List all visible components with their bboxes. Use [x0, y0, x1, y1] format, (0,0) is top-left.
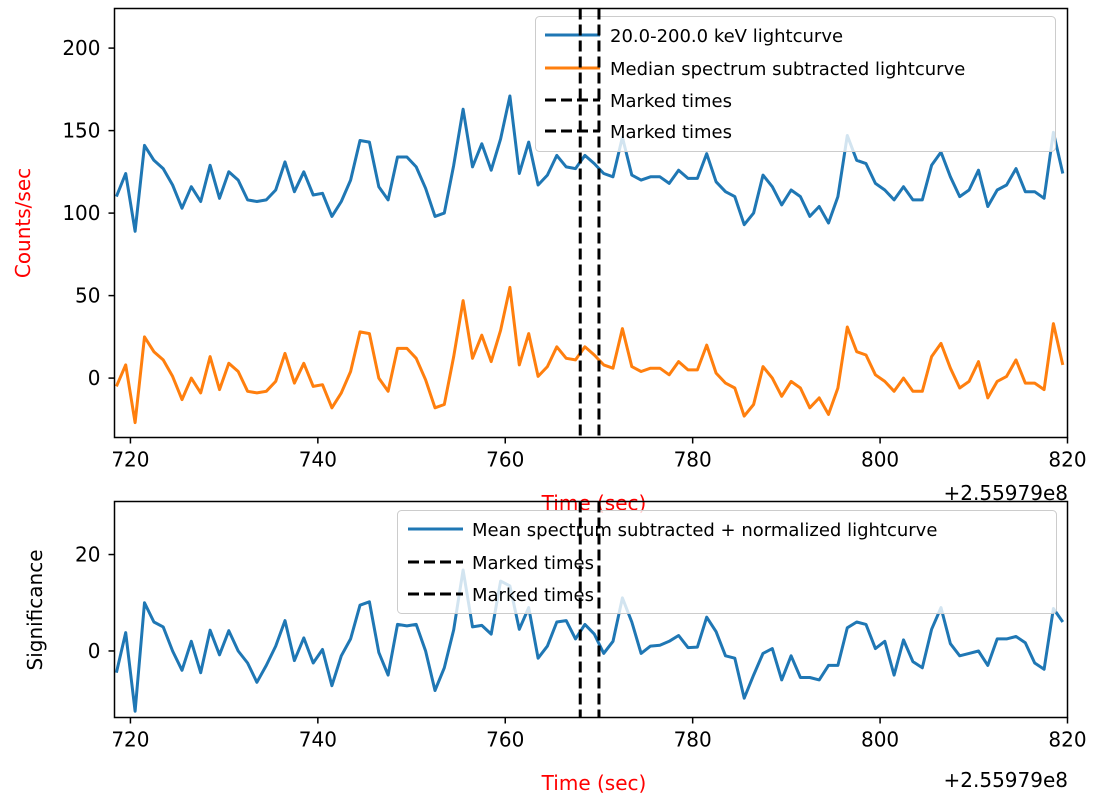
lightcurve-y-tick-label: 50 — [75, 284, 100, 308]
legend-label: Marked times — [610, 91, 732, 112]
significance-x-tick-label: 780 — [674, 728, 712, 752]
lightcurve-y-tick-label: 150 — [62, 119, 100, 143]
lightcurve-y-tick-label: 0 — [88, 366, 101, 390]
lightcurve-y-ticks: 0 50 100 150 200 — [62, 36, 115, 390]
significance-y-ticks: 0 20 — [75, 543, 115, 663]
lightcurve-y-tick-label: 100 — [62, 201, 100, 225]
significance-x-axis-label: Time (sec) — [541, 771, 647, 795]
significance-x-tick-label: 800 — [861, 728, 899, 752]
lightcurve-x-ticks: 720 740 760 780 800 820 — [111, 437, 1087, 472]
legend-label: Marked times — [472, 585, 594, 606]
lightcurve-x-tick-label: 800 — [861, 448, 899, 472]
lightcurve-marked-time-lines — [578, 8, 601, 438]
significance-x-ticks: 720 740 760 780 800 820 — [111, 717, 1087, 752]
lightcurve-x-tick-label: 820 — [1048, 448, 1086, 472]
significance-y-axis-label: Significance — [23, 549, 47, 670]
lightcurve-x-tick-label: 740 — [299, 448, 337, 472]
significance-legend: Mean spectrum subtracted + normalized li… — [397, 510, 1057, 614]
significance-x-tick-label: 820 — [1048, 728, 1086, 752]
lightcurve-x-tick-label: 760 — [486, 448, 524, 472]
legend-label: Marked times — [610, 122, 732, 143]
lightcurve-legend: 20.0-200.0 keV lightcurve Median spectru… — [535, 16, 1056, 152]
significance-y-tick-label: 0 — [88, 639, 101, 663]
significance-x-offset-label: +2.55979e8 — [944, 768, 1069, 792]
significance-x-tick-label: 720 — [111, 728, 149, 752]
legend-label: 20.0-200.0 keV lightcurve — [610, 26, 843, 47]
lightcurve-x-tick-label: 780 — [674, 448, 712, 472]
significance-series-line-0 — [114, 568, 1065, 713]
lightcurve-y-tick-label: 200 — [62, 36, 100, 60]
significance-axes-frame — [113, 500, 1069, 719]
lightcurve-series-line-0 — [115, 94, 1065, 233]
legend-label: Mean spectrum subtracted + normalized li… — [472, 520, 937, 541]
lightcurve-series-line-1 — [115, 285, 1065, 425]
lightcurve-plot-area — [115, 94, 1065, 425]
significance-legend-box — [397, 510, 1057, 614]
significance-x-tick-label: 740 — [299, 728, 337, 752]
significance-plot-area — [114, 568, 1065, 713]
lightcurve-axes-frame — [113, 7, 1069, 439]
lightcurve-legend-box — [535, 16, 1056, 152]
significance-x-tick-label: 760 — [486, 728, 524, 752]
significance-y-tick-label: 20 — [75, 543, 100, 567]
lightcurve-x-tick-label: 720 — [111, 448, 149, 472]
lightcurve-y-axis-label: Counts/sec — [11, 168, 35, 278]
legend-label: Median spectrum subtracted lightcurve — [610, 59, 965, 80]
significance-marked-time-lines — [578, 501, 601, 718]
legend-label: Marked times — [472, 553, 594, 574]
significance-panel: 720 740 760 780 800 820 0 20 +2.55979e8 Time (… — [23, 500, 1087, 795]
